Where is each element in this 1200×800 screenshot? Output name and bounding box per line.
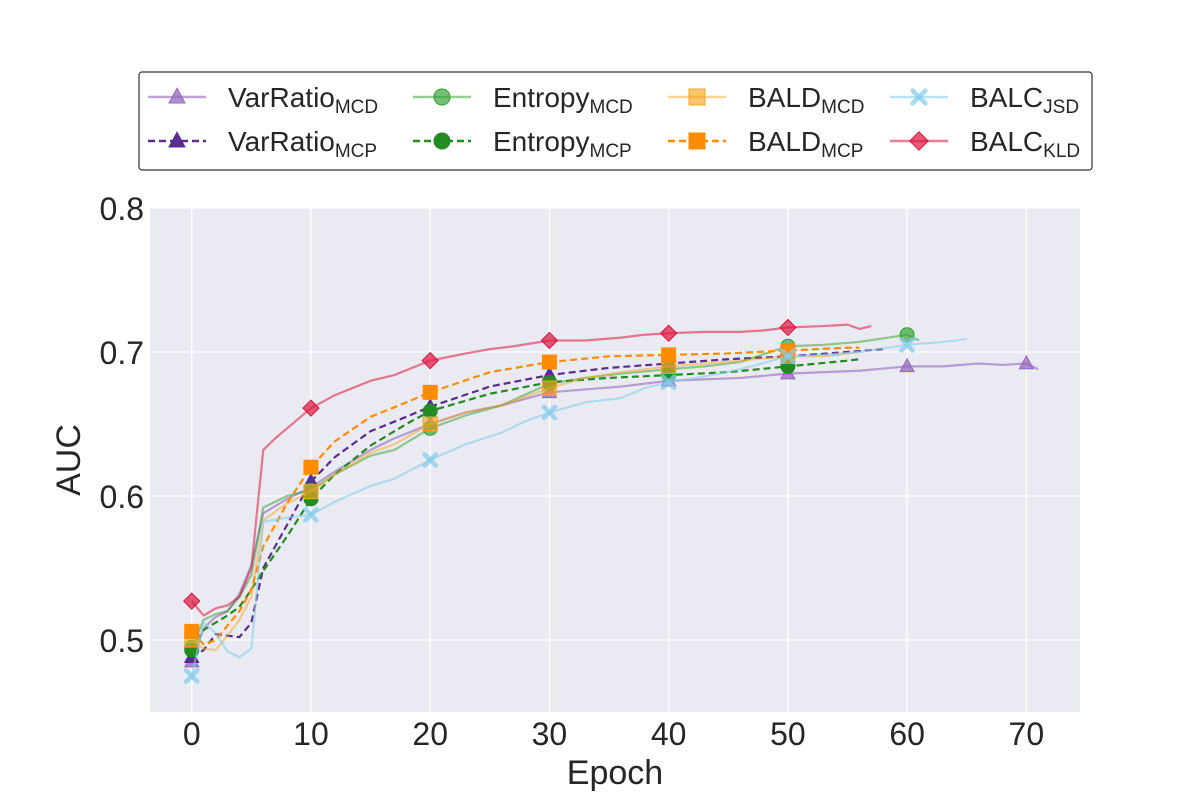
data-point-balc-kld	[779, 318, 797, 337]
legend-entry-bald-mcp: BALDMCP	[668, 126, 863, 162]
x-tick-label: 10	[293, 716, 329, 752]
data-point-balc-kld	[302, 399, 320, 417]
x-tick-label: 50	[770, 716, 806, 752]
series-line-balc-jsd	[190, 337, 967, 677]
x-axis-label: Epoch	[567, 754, 663, 792]
legend-label: BALDMCD	[748, 82, 864, 118]
x-tick-label: 30	[532, 716, 568, 752]
legend-label: VarRatioMCP	[228, 126, 377, 162]
series-balc-kld	[182, 318, 872, 617]
legend-marker	[168, 87, 186, 104]
series-layer	[182, 318, 1039, 684]
data-point-bald-mcp	[661, 347, 677, 363]
legend: VarRatioMCD VarRatioMCP EntropyMCD EntropyM…	[138, 71, 1093, 171]
legend-entry-balc-kld: BALCKLD	[890, 126, 1080, 162]
x-tick-label: 70	[1009, 716, 1045, 752]
data-point-balc-kld	[182, 592, 201, 610]
legend-marker	[168, 131, 186, 148]
data-point-balc-kld	[421, 351, 439, 370]
data-point-balc-jsd	[422, 452, 439, 468]
data-point-balc-jsd	[899, 336, 915, 353]
legend-marker	[910, 88, 928, 106]
legend-label: VarRatioMCD	[228, 82, 378, 118]
legend-entry-balc-jsd: BALCJSD	[890, 82, 1079, 118]
y-tick-labels: 0.5 0.6 0.7 0.8	[100, 191, 144, 659]
y-tick-label: 0.5	[100, 623, 144, 659]
series-balc-jsd	[183, 336, 967, 684]
data-point-balc-jsd	[541, 404, 558, 421]
legend-entry-varratio-mcd: VarRatioMCD	[148, 82, 378, 118]
legend-entry-varratio-mcp: VarRatioMCP	[148, 126, 377, 162]
legend-marker	[909, 131, 929, 151]
x-tick-label: 60	[889, 716, 925, 752]
series-line-balc-kld	[190, 323, 872, 617]
data-point-varratio-mcd	[899, 357, 915, 373]
data-point-bald-mcd	[303, 484, 319, 500]
legend-entry-bald-mcd: BALDMCD	[668, 82, 864, 118]
data-point-entropy-mcp	[422, 403, 438, 419]
data-point-balc-jsd	[660, 374, 677, 391]
data-point-balc-kld	[540, 331, 559, 350]
series-line-entropy-mcp	[190, 358, 860, 651]
y-tick-label: 0.8	[100, 191, 144, 227]
x-tick-labels: 0 10 20 30 40 50 60 70	[183, 716, 1044, 752]
y-tick-label: 0.6	[100, 479, 144, 515]
legend-label: EntropyMCD	[493, 82, 633, 118]
x-tick-label: 40	[651, 716, 687, 752]
data-point-balc-jsd	[183, 668, 200, 684]
data-point-balc-jsd	[780, 348, 796, 365]
legend-marker	[433, 88, 451, 106]
data-point-varratio-mcd	[1018, 354, 1035, 370]
legend-marker	[433, 132, 451, 150]
y-axis-label: AUC	[50, 424, 88, 496]
series-line-bald-mcd	[191, 350, 860, 652]
data-point-bald-mcp	[184, 623, 200, 639]
legend-entry-entropy-mcd: EntropyMCD	[413, 82, 633, 118]
legend-label: EntropyMCP	[493, 126, 632, 162]
legend-frame	[138, 71, 1093, 171]
y-tick-label: 0.7	[100, 335, 144, 371]
x-tick-label: 0	[183, 716, 201, 752]
grid-lines	[150, 207, 1080, 712]
legend-label: BALCKLD	[970, 126, 1080, 162]
legend-label: BALCJSD	[970, 82, 1079, 118]
data-point-bald-mcd	[541, 380, 557, 396]
data-point-bald-mcd	[422, 416, 438, 432]
legend-marker	[688, 88, 706, 106]
series-line-varratio-mcd	[190, 362, 1039, 662]
x-tick-label: 20	[412, 716, 448, 752]
legend-marker	[688, 132, 706, 150]
series-line-bald-mcp	[190, 346, 860, 646]
legend-label: BALDMCP	[748, 126, 863, 162]
legend-entry-entropy-mcp: EntropyMCP	[413, 126, 632, 162]
data-point-bald-mcp	[303, 459, 319, 475]
data-point-balc-kld	[659, 324, 678, 343]
series-line-varratio-mcp	[191, 348, 884, 659]
plot-background	[150, 208, 1080, 712]
data-point-bald-mcp	[422, 384, 438, 400]
data-point-bald-mcp	[541, 354, 557, 370]
data-point-balc-jsd	[303, 506, 319, 523]
